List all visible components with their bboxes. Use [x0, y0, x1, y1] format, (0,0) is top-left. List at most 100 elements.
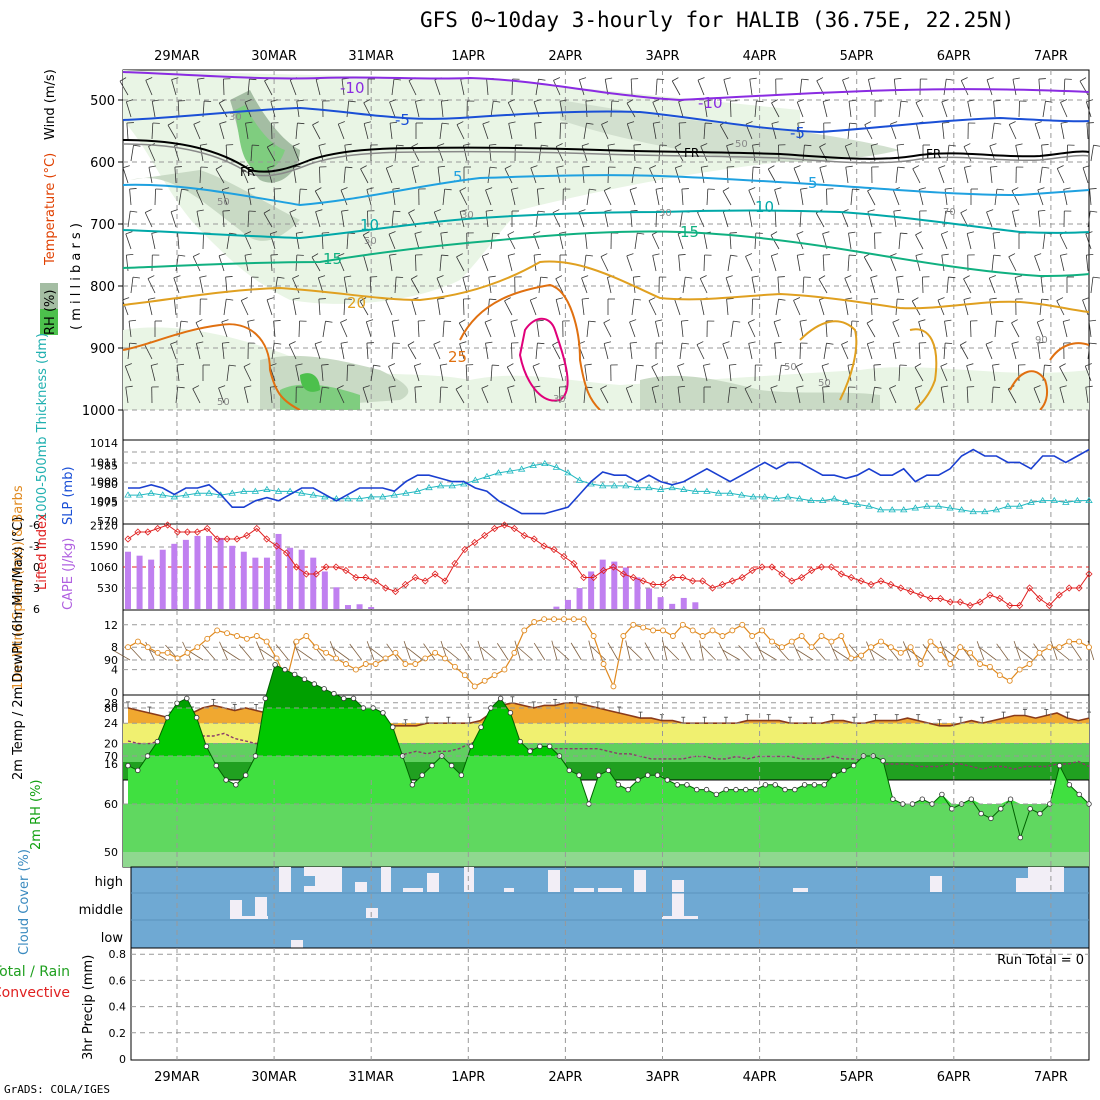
wind-speed-line-point: [154, 649, 161, 656]
rh-point: [380, 710, 386, 716]
wind-barb-flag: [197, 77, 205, 80]
wind-barb: [992, 233, 996, 250]
wind-barb: [289, 212, 297, 228]
wind-barb: [889, 256, 897, 272]
cape-bar: [669, 603, 676, 609]
wind-barb-flag: [314, 341, 322, 345]
wind-barb-flag: [992, 363, 1000, 366]
wind-barb: [658, 145, 661, 162]
wind-speed-line-point: [253, 633, 260, 639]
wind-barb: [912, 168, 921, 184]
wind-speed-line-point: [600, 661, 607, 667]
wind-barb-flag: [941, 253, 949, 256]
wind-barb-flag: [582, 166, 590, 168]
wind-speed-line-point: [887, 644, 894, 651]
cloud-fill: [230, 916, 268, 919]
wind-barb-flag: [244, 385, 252, 388]
contour-label: -10: [340, 79, 365, 97]
wind-barb: [893, 211, 897, 228]
rh-label: 50: [364, 236, 377, 247]
wind-barb: [315, 79, 321, 96]
wind-barb-flag: [797, 253, 805, 256]
wind-barb-flag: [607, 143, 615, 146]
wind-barb: [986, 79, 993, 96]
wind-barb-flag: [801, 78, 809, 81]
wind-barb-flag: [1045, 100, 1053, 103]
wind-barb: [744, 388, 753, 404]
thickness-line-point: [934, 502, 943, 509]
wind-barb: [745, 124, 753, 140]
wind-barb: [362, 387, 369, 404]
wind-speed-line-point: [679, 621, 686, 628]
wind-barb: [826, 188, 828, 206]
wind-barb-flag: [360, 165, 367, 170]
wind-speed-line-point: [610, 683, 617, 690]
wind-barb-flag: [493, 100, 501, 103]
thickness-line-point: [795, 495, 804, 502]
thickness-line-point: [216, 491, 225, 498]
wind-barb-10m: [939, 641, 948, 661]
wind-barb-flag: [459, 319, 466, 324]
wind-barb-flag: [455, 385, 463, 390]
wind-barb-flag: [244, 99, 252, 103]
rh-point: [694, 786, 700, 793]
lifted-index-line-point: [510, 524, 518, 533]
wind-speed-line-point: [442, 655, 448, 662]
wind-barb-flag: [388, 363, 396, 367]
wind-barb-flag: [325, 320, 333, 323]
wind-barb-flag: [1042, 166, 1050, 169]
thickness-line-point: [575, 476, 584, 483]
rh-point: [282, 666, 288, 673]
wind-barb: [465, 365, 468, 382]
wind-barb-flag: [1057, 165, 1064, 169]
wind-barb-10m: [681, 642, 692, 661]
rh-color-key: [40, 283, 58, 309]
wind-barb-flag: [263, 209, 271, 214]
lifted-index-line-point: [134, 528, 142, 536]
wind-barb: [819, 167, 825, 184]
date-label-top: 30MAR: [251, 49, 297, 64]
wind-barb: [413, 365, 420, 382]
temp-contour-minus5: [123, 106, 1089, 134]
lifted-index-line-point: [362, 573, 370, 582]
thickness-line-point: [865, 502, 873, 509]
wind-barb: [722, 211, 729, 228]
wind-barb: [218, 102, 228, 118]
slp-series: [128, 448, 1090, 515]
thickness-line-point: [182, 491, 190, 498]
wind-barb: [369, 277, 372, 294]
lifted-index-line-point: [1025, 584, 1034, 592]
rh-point: [507, 710, 514, 716]
thickness-line-point: [205, 489, 213, 496]
wind-barb: [898, 101, 902, 118]
wind-barb: [821, 365, 828, 382]
wind-barb-flag: [601, 121, 609, 125]
wind-barb-flag: [1012, 209, 1020, 212]
wind-barb: [312, 124, 321, 140]
rh-point: [272, 662, 278, 668]
wind-barb: [703, 365, 708, 382]
wind-barb-flag: [626, 385, 633, 389]
wind-barb-flag: [173, 275, 181, 279]
wind-barb-flag: [944, 319, 952, 322]
rh-point: [135, 767, 141, 774]
wind-barb: [771, 123, 777, 140]
wind-barb-flag: [390, 121, 398, 124]
thickness-line-point: [228, 489, 236, 496]
lifted-index-line-point: [411, 573, 419, 582]
wind-barb-flag: [436, 275, 444, 279]
wind-speed-line-point: [590, 633, 597, 639]
wind-barb: [315, 211, 321, 228]
wind-barb: [1059, 234, 1068, 250]
wind-barb: [127, 343, 131, 360]
wind-barb: [1034, 255, 1041, 272]
rh-point: [517, 738, 523, 745]
cape-bar: [588, 571, 595, 609]
wind-barb-flag: [536, 319, 544, 322]
lifted-index-line-point: [857, 577, 865, 585]
wind-barb-flag: [433, 341, 441, 345]
wind-barb-flag: [277, 276, 285, 279]
wind-speed-line-point: [134, 638, 141, 645]
rh-label: 50: [818, 378, 831, 389]
wind-barb: [490, 101, 494, 118]
